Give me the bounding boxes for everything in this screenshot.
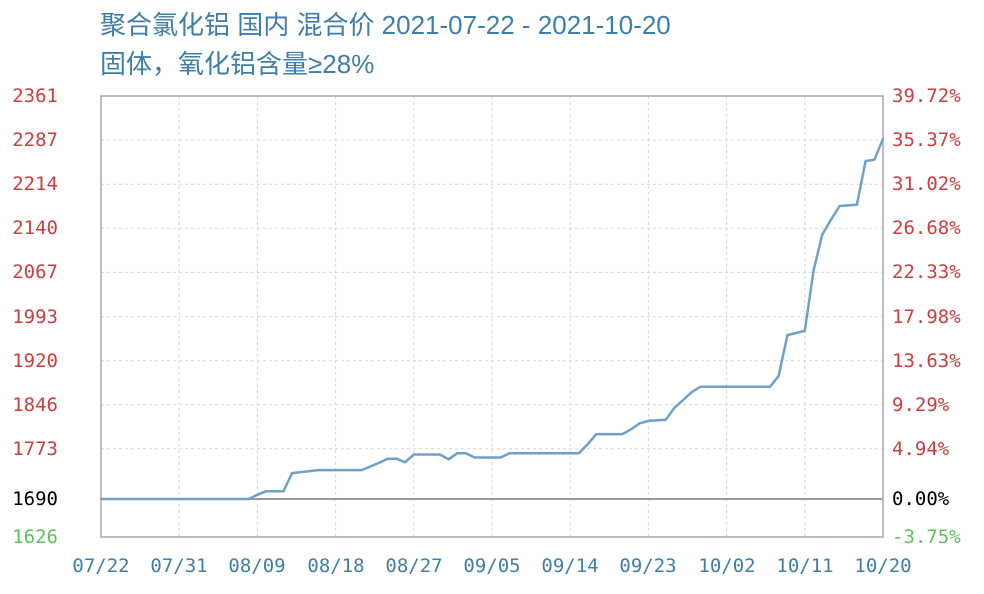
- chart-title-line2: 固体，氧化铝含量≥28%: [100, 49, 375, 79]
- chart-title: 聚合氯化铝 国内 混合价 2021-07-22 - 2021-10-20 固体，…: [100, 6, 671, 84]
- price-line: [99, 137, 885, 501]
- plot-border: [100, 95, 884, 538]
- chart-title-line1: 聚合氯化铝 国内 混合价 2021-07-22 - 2021-10-20: [100, 10, 671, 40]
